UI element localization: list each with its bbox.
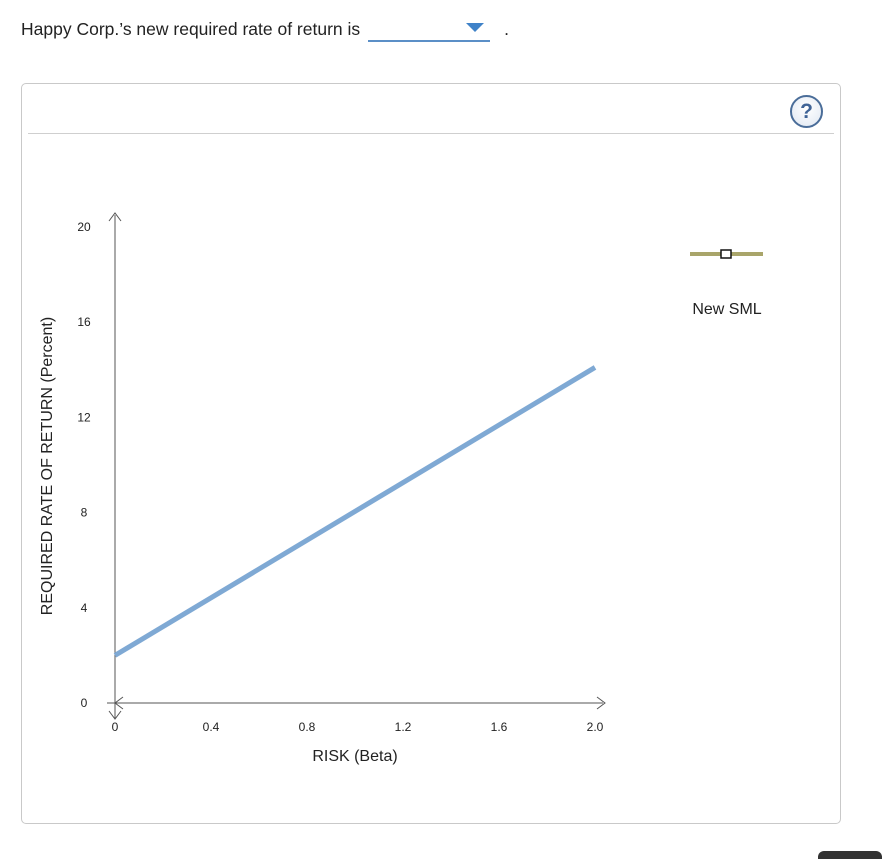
- legend[interactable]: New SML: [690, 249, 763, 318]
- y-axis-arrow-icon: [108, 212, 122, 222]
- x-tick-label: 0.8: [299, 720, 316, 734]
- y-axis-label: REQUIRED RATE OF RETURN (Percent): [39, 317, 56, 615]
- y-tick-label: 0: [81, 696, 88, 710]
- y-tick-label: 8: [81, 506, 88, 520]
- y-tick-label: 20: [77, 220, 91, 234]
- y-tick-label: 12: [77, 410, 91, 424]
- x-tick-label: 0.4: [203, 720, 220, 734]
- chevron-down-icon[interactable]: [466, 23, 485, 32]
- x-tick-label: 2.0: [587, 720, 604, 734]
- corner-widget: [818, 851, 882, 859]
- legend-marker-icon: [720, 249, 732, 259]
- x-axis-left-arrow-icon: [114, 696, 124, 710]
- help-button[interactable]: ?: [790, 95, 823, 128]
- y-tick-label: 4: [81, 601, 88, 615]
- question-text: Happy Corp.’s new required rate of retur…: [21, 18, 361, 39]
- x-tick-label: 0: [112, 720, 119, 734]
- y-axis-bottom-arrow-icon: [108, 710, 122, 720]
- x-axis-label: RISK (Beta): [312, 748, 397, 765]
- sml-line[interactable]: [113, 365, 597, 658]
- panel-divider: [28, 133, 834, 134]
- question-period: .: [504, 18, 510, 39]
- x-axis-arrow-icon: [596, 696, 606, 710]
- y-tick-label: 16: [77, 315, 91, 329]
- question-text-row: Happy Corp.’s new required rate of retur…: [21, 16, 509, 42]
- answer-dropdown[interactable]: [368, 16, 491, 42]
- x-tick-label: 1.6: [491, 720, 508, 734]
- question-mark-icon: ?: [800, 99, 813, 123]
- x-tick-label: 1.2: [395, 720, 412, 734]
- graph-panel: ?: [21, 83, 841, 824]
- legend-label: New SML: [692, 301, 761, 318]
